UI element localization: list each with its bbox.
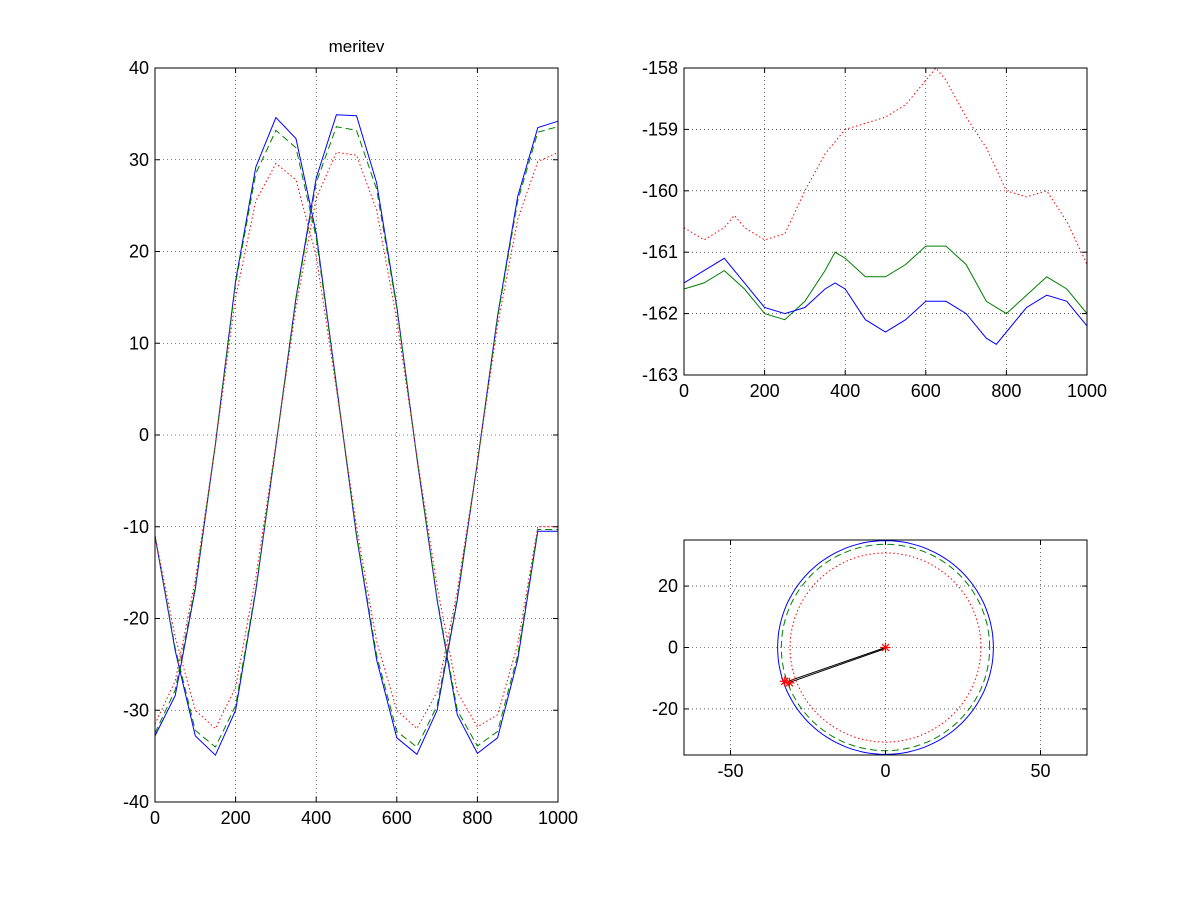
y-tick-label: -20 — [652, 699, 678, 719]
series-line-2 — [154, 126, 559, 748]
chart-title: meritev — [329, 37, 385, 56]
subplot-bottom-right: -50 0 50 20 0 -20 — [652, 539, 1088, 781]
series-line-1 — [683, 245, 1088, 321]
y-tick-label: 20 — [658, 576, 678, 596]
y-tick-label: -159 — [642, 119, 678, 139]
y-tick-label: -163 — [642, 365, 678, 385]
series-line-1 — [154, 114, 558, 757]
y-tick-label: -40 — [123, 792, 149, 812]
plot-area — [684, 68, 1087, 375]
axes-frame — [683, 67, 1088, 376]
vector-line — [789, 648, 886, 683]
vector-line — [787, 647, 886, 682]
y-tick-label: 40 — [129, 58, 149, 78]
x-tick-label: 1000 — [538, 808, 578, 828]
circle-series-1 — [780, 543, 991, 752]
y-tick-label: -10 — [123, 517, 149, 537]
y-tick-label: -162 — [642, 304, 678, 324]
x-tick-label: 400 — [301, 808, 331, 828]
x-tick-label: -50 — [717, 761, 743, 781]
x-tick-label: 600 — [382, 808, 412, 828]
y-tick-label: -20 — [123, 609, 149, 629]
x-tick-label: 800 — [991, 381, 1021, 401]
x-tick-label: 200 — [221, 808, 251, 828]
x-tick-label: 1000 — [1067, 381, 1107, 401]
x-tick-label: 0 — [679, 381, 689, 401]
y-tick-label: -30 — [123, 700, 149, 720]
y-tick-label: 20 — [129, 242, 149, 262]
y-tick-label: 30 — [129, 150, 149, 170]
plot-area — [155, 68, 558, 802]
y-tick-label: -161 — [642, 242, 678, 262]
subplot-top-right: 0 200 400 600 800 1000 -158 -159 -160 -161 -162 -16… — [642, 58, 1107, 401]
x-tick-label: 0 — [880, 761, 890, 781]
subplot-left-meritev: 0 200 400 600 800 1000 40 30 20 10 0 -10 -20 -30 -40 me… — [123, 37, 578, 828]
star-marker-1 — [779, 676, 790, 687]
x-tick-label: 400 — [830, 381, 860, 401]
series-line-4 — [154, 151, 559, 730]
y-tick-label: 10 — [129, 333, 149, 353]
x-tick-label: 800 — [462, 808, 492, 828]
star-marker-2 — [784, 677, 795, 688]
y-tick-label: 0 — [668, 638, 678, 658]
x-tick-label: 200 — [750, 381, 780, 401]
circle-series-0 — [777, 540, 994, 755]
x-tick-label: 50 — [1030, 761, 1050, 781]
y-tick-label: 0 — [139, 425, 149, 445]
star-marker-0 — [880, 642, 891, 653]
y-tick-label: -160 — [642, 181, 678, 201]
y-tick-label: -158 — [642, 58, 678, 78]
series-line-2 — [683, 257, 1088, 345]
series-line-5 — [154, 151, 558, 730]
x-tick-label: 0 — [150, 808, 160, 828]
x-tick-label: 600 — [911, 381, 941, 401]
